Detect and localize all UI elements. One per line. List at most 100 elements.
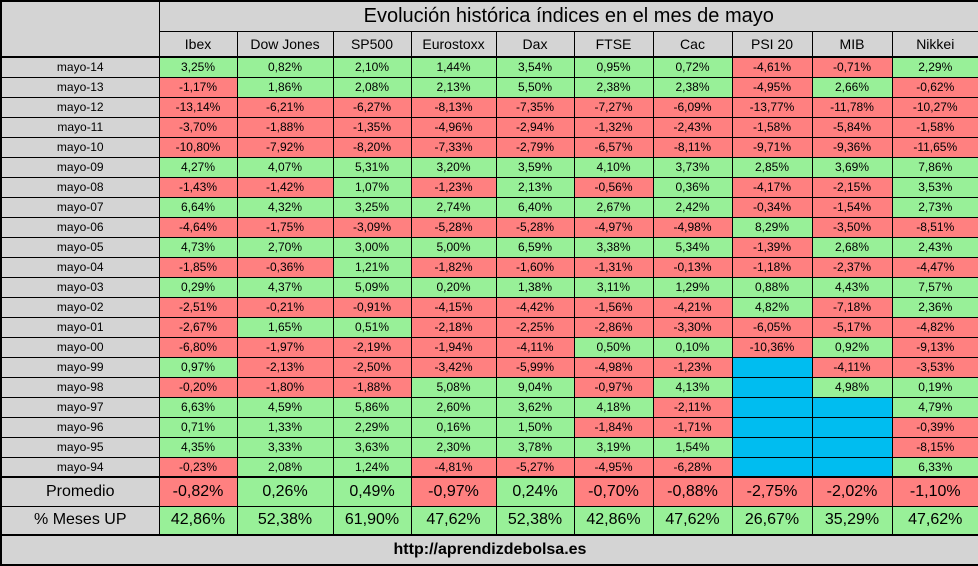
row-label: mayo-00 <box>0 336 160 358</box>
row-label: mayo-12 <box>0 96 160 118</box>
value-cell: -2,50% <box>332 356 412 378</box>
value-cell: -0,91% <box>332 296 412 318</box>
value-cell: -1,97% <box>236 336 334 358</box>
value-cell: 2,08% <box>332 76 412 98</box>
row-label: mayo-97 <box>0 396 160 418</box>
table-footer: http://aprendizdebolsa.es <box>0 534 978 566</box>
value-cell: -1,43% <box>158 176 238 198</box>
table-row: mayo-09 4,27% 4,07% 5,31% 3,20% 3,59% 4,10% 3,7… <box>0 156 978 178</box>
row-label: mayo-08 <box>0 176 160 198</box>
value-cell: -1,94% <box>410 336 497 358</box>
value-cell: -5,28% <box>410 216 497 238</box>
value-cell: 0,26% <box>236 476 334 507</box>
value-cell: 2,38% <box>573 76 654 98</box>
value-cell: -3,50% <box>811 216 893 238</box>
value-cell: 2,43% <box>891 236 978 258</box>
value-cell: 7,57% <box>891 276 978 298</box>
row-label: mayo-99 <box>0 356 160 378</box>
value-cell: 2,60% <box>410 396 497 418</box>
value-cell: 5,86% <box>332 396 412 418</box>
table-row: mayo-08 -1,43% -1,42% 1,07% -1,23% 2,13% -0,56… <box>0 176 978 198</box>
table-row: mayo-95 4,35% 3,33% 3,63% 2,30% 3,78% 3,19% 1,5… <box>0 436 978 458</box>
value-cell: -3,70% <box>158 116 238 138</box>
title-row: Evolución histórica índices en el mes de… <box>0 0 978 58</box>
value-cell: 2,29% <box>332 416 412 438</box>
value-cell: 0,10% <box>652 336 733 358</box>
value-cell: -4,95% <box>573 456 654 478</box>
table-row: mayo-02 -2,51% -0,21% -0,91% -4,15% -4,42% -1,… <box>0 296 978 318</box>
value-cell: 1,50% <box>495 416 575 438</box>
value-cell: -0,97% <box>410 476 497 507</box>
value-cell: -0,13% <box>652 256 733 278</box>
column-header-ibex: Ibex <box>158 30 238 58</box>
value-cell: 52,38% <box>236 505 334 536</box>
summary-row: % Meses UP 42,86% 52,38% 61,90% 47,62% 52,38%… <box>0 505 978 536</box>
row-label: mayo-96 <box>0 416 160 438</box>
value-cell: -7,27% <box>573 96 654 118</box>
value-cell: 6,64% <box>158 196 238 218</box>
value-cell: -4,98% <box>573 356 654 378</box>
value-cell: -4,61% <box>731 56 813 78</box>
value-cell: -4,15% <box>410 296 497 318</box>
value-cell: -7,35% <box>495 96 575 118</box>
row-label: mayo-10 <box>0 136 160 158</box>
value-cell: -0,20% <box>158 376 238 398</box>
value-cell: 2,29% <box>891 56 978 78</box>
value-cell: 2,73% <box>891 196 978 218</box>
value-cell: -3,09% <box>332 216 412 238</box>
value-cell: 2,30% <box>410 436 497 458</box>
value-cell: -7,33% <box>410 136 497 158</box>
value-cell: -7,92% <box>236 136 334 158</box>
value-cell: -1,75% <box>236 216 334 238</box>
empty-cell <box>811 396 893 418</box>
column-header-eurostoxx: Eurostoxx <box>410 30 497 58</box>
value-cell: 1,38% <box>495 276 575 298</box>
empty-cell <box>731 436 813 458</box>
value-cell: -11,78% <box>811 96 893 118</box>
column-header-mib: MIB <box>811 30 893 58</box>
value-cell: -6,05% <box>731 316 813 338</box>
value-cell: -0,34% <box>731 196 813 218</box>
row-label: mayo-03 <box>0 276 160 298</box>
value-cell: -6,28% <box>652 456 733 478</box>
value-cell: 6,63% <box>158 396 238 418</box>
table-row: mayo-13 -1,17% 1,86% 2,08% 2,13% 5,50% 2,38% 2,… <box>0 76 978 98</box>
value-cell: -8,11% <box>652 136 733 158</box>
value-cell: 3,78% <box>495 436 575 458</box>
value-cell: 5,08% <box>410 376 497 398</box>
value-cell: 52,38% <box>495 505 575 536</box>
value-cell: 0,51% <box>332 316 412 338</box>
value-cell: -4,64% <box>158 216 238 238</box>
value-cell: 0,71% <box>158 416 238 438</box>
value-cell: -2,43% <box>652 116 733 138</box>
value-cell: 1,21% <box>332 256 412 278</box>
value-cell: -2,25% <box>495 316 575 338</box>
value-cell: -0,88% <box>652 476 733 507</box>
value-cell: 4,37% <box>236 276 334 298</box>
value-cell: 4,27% <box>158 156 238 178</box>
value-cell: 4,18% <box>573 396 654 418</box>
value-cell: -0,62% <box>891 76 978 98</box>
value-cell: 3,25% <box>158 56 238 78</box>
value-cell: -2,86% <box>573 316 654 338</box>
footer-link[interactable]: http://aprendizdebolsa.es <box>0 534 978 566</box>
value-cell: 0,82% <box>236 56 334 78</box>
table-row: mayo-04 -1,85% -0,36% 1,21% -1,82% -1,60% -1,3… <box>0 256 978 278</box>
value-cell: -8,20% <box>332 136 412 158</box>
value-cell: -9,36% <box>811 136 893 158</box>
value-cell: -2,19% <box>332 336 412 358</box>
value-cell: -5,28% <box>495 216 575 238</box>
value-cell: 6,40% <box>495 196 575 218</box>
value-cell: 0,72% <box>652 56 733 78</box>
value-cell: 4,07% <box>236 156 334 178</box>
row-label: mayo-07 <box>0 196 160 218</box>
value-cell: -1,54% <box>811 196 893 218</box>
empty-cell <box>811 416 893 438</box>
value-cell: -1,56% <box>573 296 654 318</box>
value-cell: -9,71% <box>731 136 813 158</box>
value-cell: -13,77% <box>731 96 813 118</box>
empty-cell <box>731 376 813 398</box>
value-cell: -2,94% <box>495 116 575 138</box>
value-cell: 0,92% <box>811 336 893 358</box>
value-cell: -4,95% <box>731 76 813 98</box>
